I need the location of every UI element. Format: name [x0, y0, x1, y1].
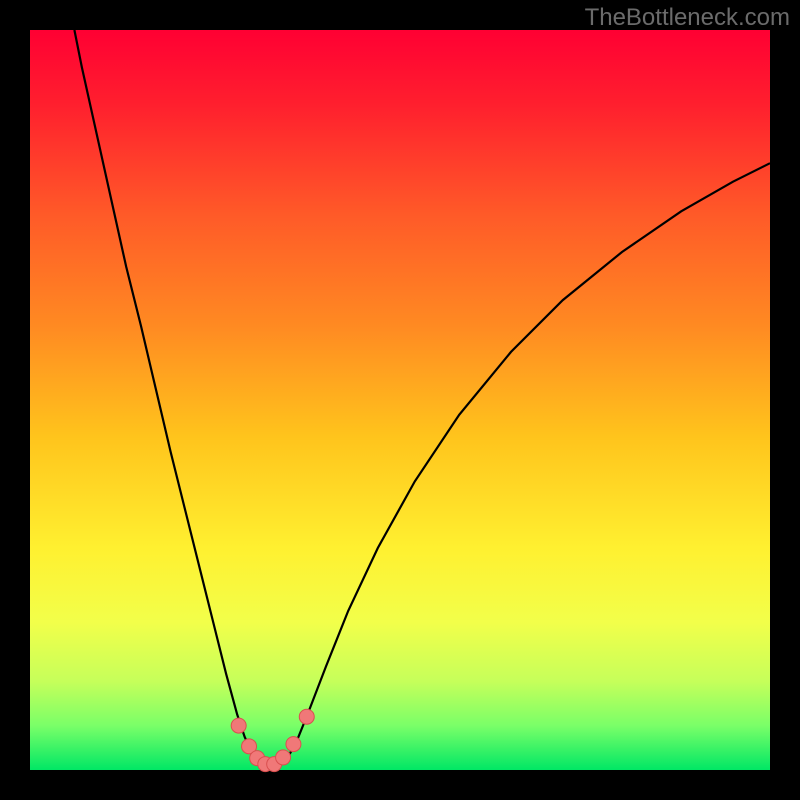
marker-point [286, 737, 301, 752]
bottleneck-chart [0, 0, 800, 800]
marker-point [231, 718, 246, 733]
watermark-text: TheBottleneck.com [585, 4, 790, 32]
chart-stage: TheBottleneck.com [0, 0, 800, 800]
chart-plot-bg [30, 30, 770, 770]
marker-point [276, 750, 291, 765]
marker-point [299, 709, 314, 724]
